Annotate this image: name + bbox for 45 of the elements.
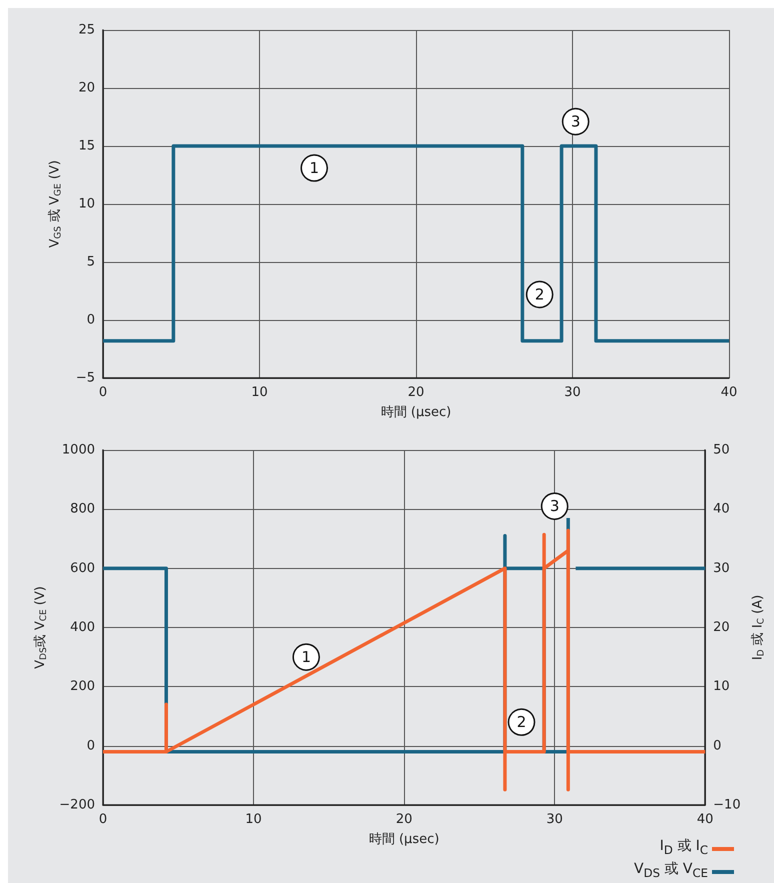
annotation: 2 bbox=[534, 285, 544, 304]
line-series bbox=[101, 528, 707, 792]
annotation: 3 bbox=[570, 112, 580, 131]
y-axis-title: VGS 或 VGE (V) bbox=[48, 160, 64, 248]
y-tick-label: 600 bbox=[70, 560, 95, 576]
y-tick-label: 0 bbox=[86, 738, 95, 754]
y-tick-label: 800 bbox=[70, 502, 95, 517]
annotation: 2 bbox=[516, 713, 526, 732]
y2-tick-label: 40 bbox=[713, 502, 730, 517]
legend-label: I$_{D}$ 或 I$_{C}$ bbox=[660, 837, 708, 860]
y-tick-label: 5 bbox=[86, 254, 95, 270]
x-tick-label: 20 bbox=[396, 812, 412, 827]
x-tick-label: 0 bbox=[98, 812, 108, 827]
x-tick-label: 40 bbox=[696, 812, 714, 827]
y-tick-label: 1000 bbox=[62, 442, 95, 458]
y-tick-label: −5 bbox=[76, 370, 95, 386]
annotation: 3 bbox=[550, 497, 560, 516]
y-tick-label: 25 bbox=[78, 22, 95, 38]
y2-tick-label: 50 bbox=[713, 442, 730, 458]
y-tick-label: 15 bbox=[78, 138, 95, 154]
y-tick-label: 400 bbox=[70, 620, 95, 635]
y-axis-title: VDS或 VCE (V) bbox=[32, 586, 49, 669]
x-tick-label: 40 bbox=[720, 385, 738, 400]
x-tick-label: 0 bbox=[98, 385, 108, 400]
x-axis-title: 時間 (μsec) bbox=[368, 832, 440, 847]
x-tick-label: 10 bbox=[245, 812, 262, 827]
y2-tick-label: 30 bbox=[713, 560, 730, 576]
annotation: 1 bbox=[310, 159, 320, 178]
y-tick-label: 0 bbox=[86, 312, 95, 328]
x-tick-label: 30 bbox=[546, 812, 563, 827]
legend-label: V$_{DS}$ 或 V$_{CE}$ bbox=[634, 860, 708, 882]
x-tick-label: 20 bbox=[408, 385, 424, 400]
x-tick-label: 30 bbox=[564, 385, 581, 400]
y2-tick-label: 0 bbox=[713, 738, 722, 754]
y2-axis-title: ID 或 IC (A) bbox=[750, 594, 766, 660]
y2-tick-label: −10 bbox=[713, 798, 741, 812]
y-tick-label: −200 bbox=[59, 798, 95, 812]
x-axis-title: 時間 (μsec) bbox=[380, 405, 452, 420]
y2-tick-label: 20 bbox=[713, 620, 730, 635]
y-tick-label: 10 bbox=[78, 196, 95, 212]
x-tick-label: 10 bbox=[251, 385, 268, 400]
annotation: 1 bbox=[301, 648, 312, 666]
y-tick-label: 20 bbox=[78, 80, 95, 96]
y2-tick-label: 10 bbox=[713, 679, 730, 694]
y-tick-label: 200 bbox=[70, 679, 95, 694]
